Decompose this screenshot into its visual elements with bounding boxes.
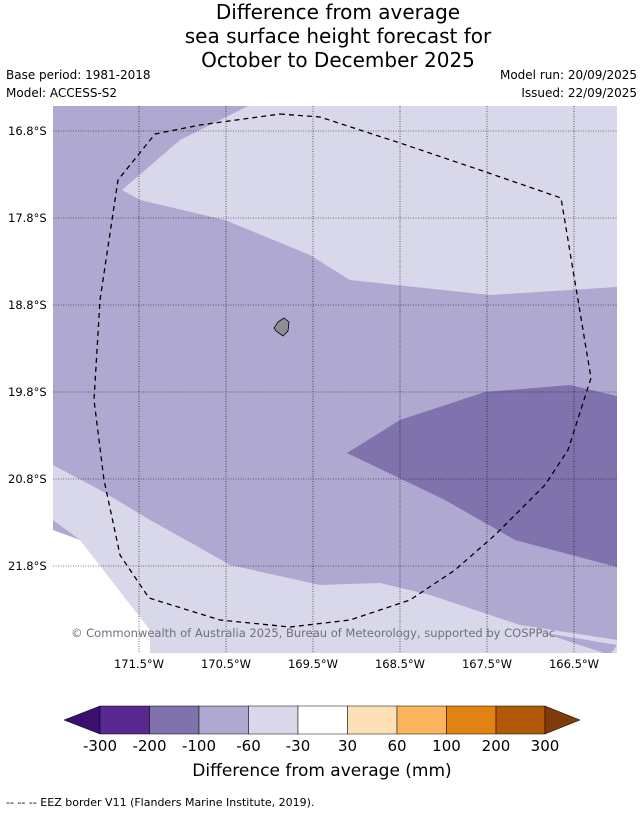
anomaly-band-100-60-southeast	[540, 632, 617, 653]
colorbar-bin-9	[495, 705, 546, 735]
colorbar-extend-high	[544, 705, 581, 735]
lat-label-20-8: 20.8°S	[8, 472, 47, 486]
colorbar-tick-200: 200	[481, 737, 511, 755]
colorbar-bin-2	[149, 705, 200, 735]
title-line-2: sea surface height forecast for	[184, 24, 492, 48]
colorbar	[63, 705, 581, 735]
forecast-map	[53, 106, 617, 653]
island-shape	[273, 317, 290, 337]
colorbar-bin-3	[198, 705, 249, 735]
colorbar-bin-1	[99, 705, 150, 735]
colorbar-tick-m200: -200	[132, 737, 167, 755]
credit-text: © Commonwealth of Australia 2025, Bureau…	[71, 626, 556, 640]
colorbar-tick-m100: -100	[181, 737, 217, 755]
lon-label-168-5: 168.5°W	[374, 657, 426, 671]
lon-label-171-5: 171.5°W	[113, 657, 165, 671]
lon-label-169-5: 169.5°W	[287, 657, 339, 671]
colorbar-tick-m60: -60	[236, 737, 261, 755]
model-run: Model run: 20/09/2025	[499, 68, 637, 82]
map-title: Difference from average sea surface heig…	[0, 0, 644, 72]
lat-label-19-8: 19.8°S	[8, 385, 47, 399]
colorbar-bin-6	[347, 705, 398, 735]
anomaly-band-200-100	[347, 385, 617, 567]
colorbar-extend-low	[63, 705, 101, 735]
colorbar-tick-m300: -300	[82, 737, 118, 755]
white-corner	[53, 530, 150, 653]
colorbar-tick-300: 300	[530, 737, 560, 755]
colorbar-tick-60: 60	[387, 737, 407, 755]
graticule	[53, 106, 617, 653]
colorbar-tick-30: 30	[337, 737, 358, 755]
colorbar-bin-5	[297, 705, 348, 735]
eez-footnote: -- -- -- EEZ border V11 (Flanders Marine…	[6, 796, 315, 809]
meta-left: Base period: 1981-2018 Model: ACCESS-S2	[6, 66, 151, 102]
lat-label-16-8: 16.8°S	[8, 124, 47, 138]
meta-right: Model run: 20/09/2025 Issued: 22/09/2025	[500, 66, 637, 102]
colorbar-tick-100: 100	[432, 737, 461, 755]
colorbar-bin-4	[248, 705, 299, 735]
lon-label-166-5: 166.5°W	[548, 657, 600, 671]
anomaly-band-60-30-north	[122, 106, 617, 295]
anomaly-band-60-30-south	[53, 465, 617, 653]
title-line-3: October to December 2025	[201, 48, 475, 72]
colorbar-title: Difference from average (mm)	[192, 761, 452, 781]
lat-label-17-8: 17.8°S	[8, 211, 47, 225]
lat-label-18-8: 18.8°S	[8, 298, 47, 312]
lat-label-21-8: 21.8°S	[8, 559, 47, 573]
colorbar-bin-8	[446, 705, 497, 735]
issued-date: Issued: 22/09/2025	[521, 86, 637, 100]
lon-label-167-5: 167.5°W	[461, 657, 513, 671]
colorbar-bin-7	[396, 705, 447, 735]
eez-border	[93, 113, 592, 628]
colorbar-tick-m30: -30	[285, 737, 311, 755]
model-name: Model: ACCESS-S2	[6, 86, 118, 100]
base-period: Base period: 1981-2018	[6, 68, 151, 82]
lon-label-170-5: 170.5°W	[200, 657, 252, 671]
title-line-1: Difference from average	[215, 0, 461, 24]
